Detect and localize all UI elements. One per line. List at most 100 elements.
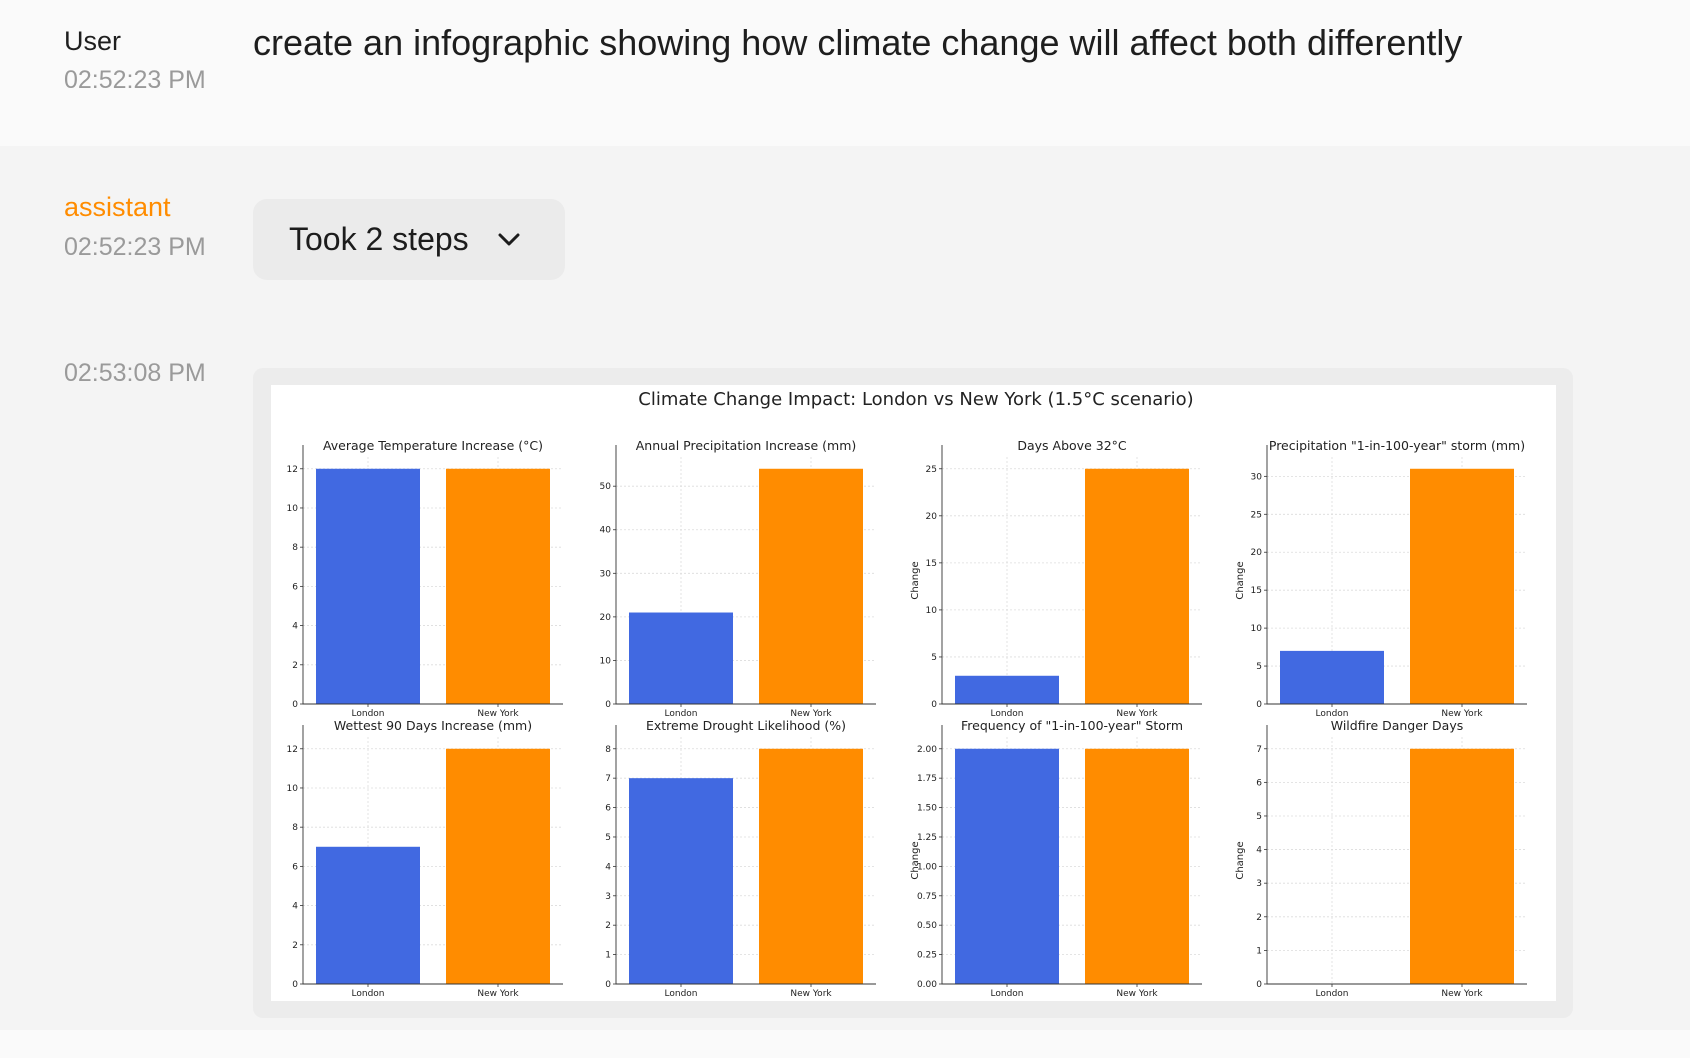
- subplot-title: Extreme Drought Likelihood (%): [646, 718, 846, 733]
- x-tick-label: London: [1316, 989, 1349, 999]
- y-tick-label: 0: [292, 700, 298, 710]
- subplot-6: Extreme Drought Likelihood (%) 0 1 2 3 4 5 6 7 8 L…: [605, 718, 876, 999]
- y-tick-label: 6: [292, 582, 298, 592]
- bar-new-york: [1085, 468, 1189, 704]
- axis-lines: [1266, 445, 1527, 705]
- y-tick-label: 0: [931, 700, 937, 710]
- bar-new-york: [1410, 468, 1514, 704]
- x-tick-label: London: [665, 709, 698, 719]
- axis-lines: [302, 725, 563, 985]
- x-tick-label: New York: [1441, 709, 1483, 719]
- y-tick-label: 4: [605, 862, 611, 872]
- axis-lines: [1266, 725, 1527, 985]
- subplot-1: Average Temperature Increase (°C) 0 2 4 6 8 10…: [287, 438, 563, 719]
- y-tick-label: 7: [605, 774, 611, 784]
- image-timestamp: 02:53:08 PM: [64, 359, 206, 387]
- y-tick-label: 25: [926, 465, 937, 475]
- bar-london: [629, 612, 733, 704]
- x-tick-label: New York: [1116, 709, 1158, 719]
- y-tick-label: 0.00: [917, 980, 937, 990]
- assistant-speaker-label: assistant: [64, 192, 171, 222]
- y-tick-label: 10: [926, 606, 938, 616]
- y-tick-label: 1: [1256, 946, 1262, 956]
- bar-new-york: [1085, 748, 1189, 984]
- subplot-2: Annual Precipitation Increase (mm) 0 10 20 3…: [600, 438, 876, 719]
- y-tick-label: 10: [287, 504, 299, 514]
- bar-london: [1280, 650, 1384, 704]
- y-tick-label: 12: [287, 745, 298, 755]
- bar-new-york: [446, 468, 550, 704]
- y-tick-label: 0: [605, 980, 611, 990]
- axis-lines: [615, 445, 876, 705]
- figure-title: Climate Change Impact: London vs New Yor…: [638, 389, 1193, 410]
- x-tick-label: London: [991, 709, 1024, 719]
- took-steps-toggle-button[interactable]: Took 2 steps: [253, 199, 565, 280]
- y-tick-label: 0.25: [917, 951, 937, 961]
- x-tick-label: New York: [477, 709, 519, 719]
- subplot-title: Precipitation "1-in-100-year" storm (mm): [1269, 438, 1525, 453]
- y-tick-label: 20: [926, 512, 938, 522]
- y-tick-label: 10: [1251, 624, 1263, 634]
- y-tick-label: 1.25: [917, 833, 937, 843]
- subplot-4: Precipitation "1-in-100-year" storm (mm)…: [1235, 438, 1527, 719]
- y-tick-label: 0.75: [917, 892, 937, 902]
- y-tick-label: 0: [1256, 980, 1262, 990]
- y-tick-label: 50: [600, 482, 612, 492]
- user-timestamp: 02:52:23 PM: [64, 66, 206, 94]
- bar-london: [629, 778, 733, 984]
- y-tick-label: 2: [1256, 913, 1262, 923]
- took-steps-label: Took 2 steps: [289, 221, 469, 257]
- y-tick-label: 2: [605, 921, 611, 931]
- x-tick-label: London: [665, 989, 698, 999]
- subplot-7: Frequency of "1-in-100-year" Storm 0.00 0.…: [910, 718, 1202, 999]
- y-tick-label: 10: [600, 656, 612, 666]
- y-tick-label: 5: [931, 653, 937, 663]
- y-axis-label: Change: [1235, 841, 1246, 879]
- subplot-5: Wettest 90 Days Increase (mm) 0 2 4 6 8 10 12 Lo…: [287, 718, 563, 999]
- user-speaker-label: User: [64, 26, 122, 56]
- y-tick-label: 4: [292, 902, 298, 912]
- axis-lines: [941, 445, 1202, 705]
- subplot-title: Wildfire Danger Days: [1331, 718, 1464, 733]
- y-tick-label: 2.00: [917, 745, 937, 755]
- y-tick-label: 25: [1251, 510, 1262, 520]
- bar-new-york: [1410, 748, 1514, 984]
- x-tick-label: New York: [790, 989, 832, 999]
- subplot-title: Frequency of "1-in-100-year" Storm: [961, 718, 1183, 733]
- subplot-title: Wettest 90 Days Increase (mm): [334, 718, 532, 733]
- x-tick-label: New York: [1441, 989, 1483, 999]
- user-message-row: [0, 0, 1690, 146]
- y-tick-label: 6: [1256, 778, 1262, 788]
- subplot-title: Average Temperature Increase (°C): [323, 438, 543, 453]
- bar-london: [955, 675, 1059, 704]
- y-tick-label: 3: [605, 892, 611, 902]
- y-tick-label: 8: [605, 745, 611, 755]
- y-tick-label: 4: [292, 622, 298, 632]
- x-tick-label: London: [991, 989, 1024, 999]
- y-tick-label: 4: [1256, 846, 1262, 856]
- y-tick-label: 20: [600, 613, 612, 623]
- user-message-text: create an infographic showing how climat…: [253, 22, 1463, 63]
- infographic-image: Climate Change Impact: London vs New Yor…: [271, 385, 1556, 1001]
- y-tick-label: 7: [1256, 745, 1262, 755]
- x-tick-label: New York: [477, 989, 519, 999]
- y-tick-label: 2: [292, 941, 298, 951]
- y-tick-label: 12: [287, 465, 298, 475]
- y-tick-label: 1.50: [917, 804, 937, 814]
- bar-new-york: [759, 468, 863, 704]
- y-tick-label: 10: [287, 784, 299, 794]
- x-tick-label: New York: [1116, 989, 1158, 999]
- subplot-3: Days Above 32°C 0 5 10 15 20 25 London New York C…: [910, 438, 1202, 719]
- y-tick-label: 0: [605, 700, 611, 710]
- bar-london: [955, 748, 1059, 984]
- y-tick-label: 5: [1256, 812, 1262, 822]
- y-tick-label: 1.00: [917, 862, 937, 872]
- subplot-title: Days Above 32°C: [1017, 438, 1127, 453]
- y-tick-label: 6: [292, 862, 298, 872]
- y-tick-label: 0: [1256, 700, 1262, 710]
- bar-london: [316, 468, 420, 704]
- axis-lines: [302, 445, 563, 705]
- y-tick-label: 15: [926, 559, 937, 569]
- y-tick-label: 40: [600, 526, 612, 536]
- bar-new-york: [446, 748, 550, 984]
